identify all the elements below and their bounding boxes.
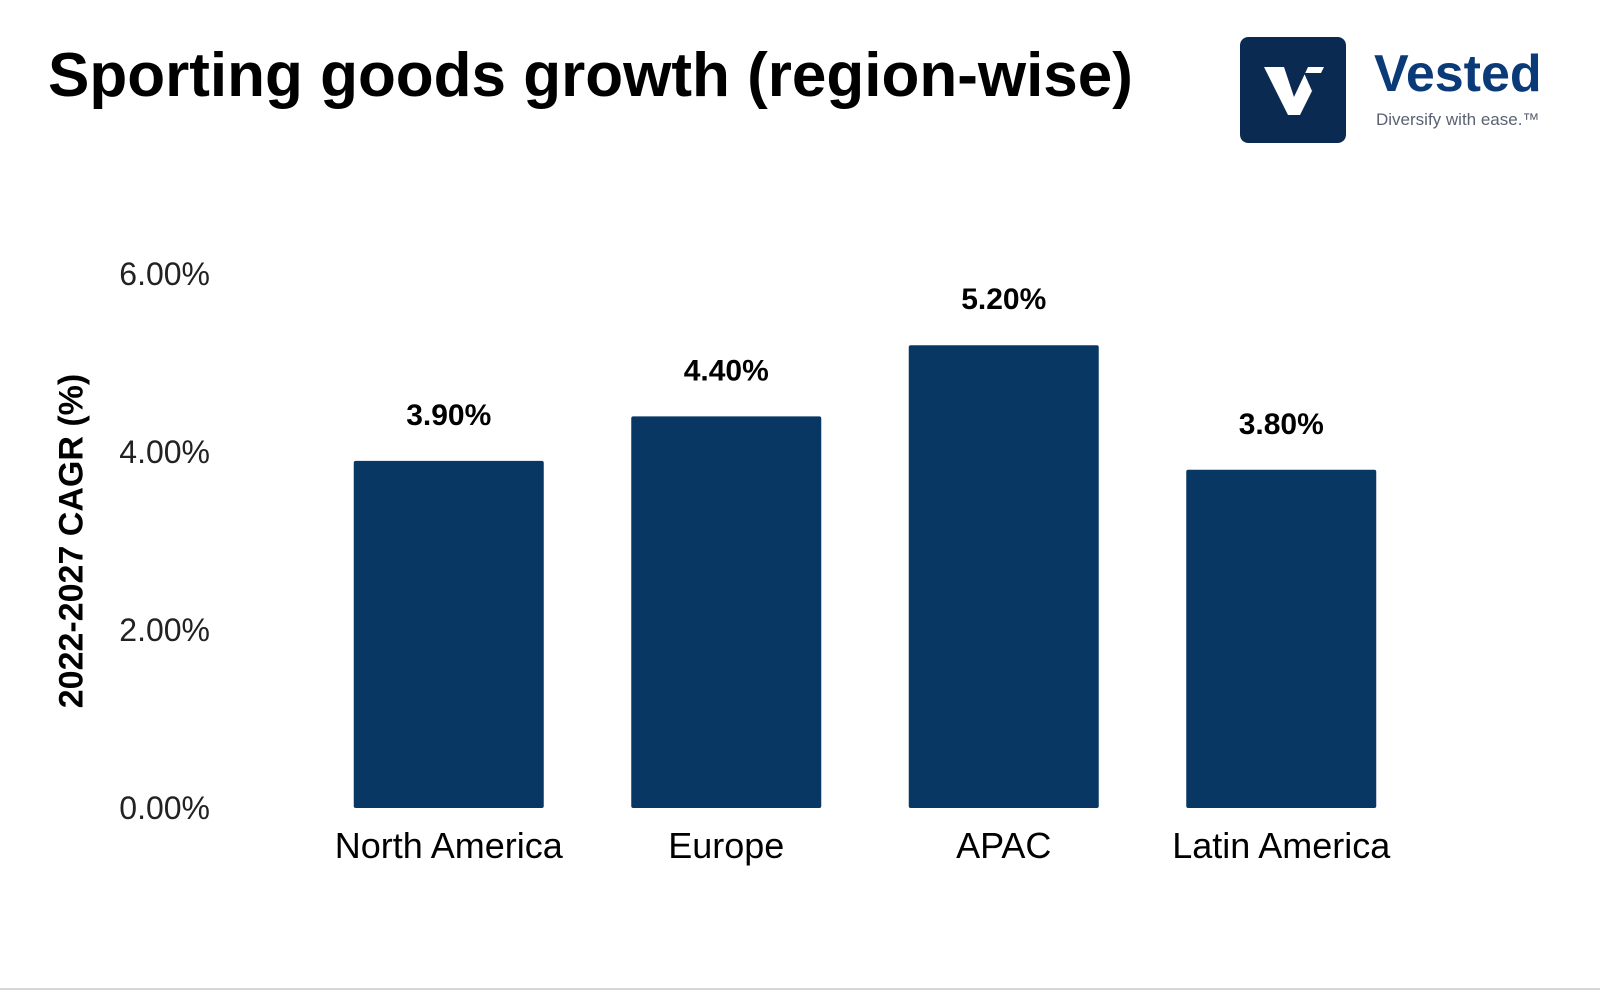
vested-logo-icon: [1240, 37, 1346, 143]
bar-north-america: [353, 460, 544, 808]
brand-name: Vested: [1374, 45, 1542, 103]
logo-v-notch: [1304, 73, 1322, 91]
y-tick-label: 0.00%: [119, 790, 210, 826]
bar-apac: [908, 345, 1099, 808]
data-label: 4.40%: [684, 354, 769, 387]
bar-europe: [631, 416, 822, 808]
bottom-divider: [0, 988, 1600, 990]
y-tick-label: 6.00%: [119, 256, 210, 292]
bar-latin-america: [1186, 469, 1377, 808]
x-category-label: APAC: [956, 825, 1051, 866]
brand-tagline: Diversify with ease.™: [1376, 110, 1540, 129]
chart-title: Sporting goods growth (region-wise): [48, 41, 1133, 110]
x-category-label: North America: [335, 825, 564, 866]
data-label: 3.80%: [1239, 408, 1324, 441]
y-tick-label: 4.00%: [119, 434, 210, 470]
logo-background: [1240, 37, 1346, 143]
x-category-label: Europe: [668, 825, 784, 866]
data-label: 5.20%: [961, 283, 1046, 316]
x-category-label: Latin America: [1172, 825, 1391, 866]
data-label: 3.90%: [406, 399, 491, 432]
y-tick-label: 2.00%: [119, 612, 210, 648]
